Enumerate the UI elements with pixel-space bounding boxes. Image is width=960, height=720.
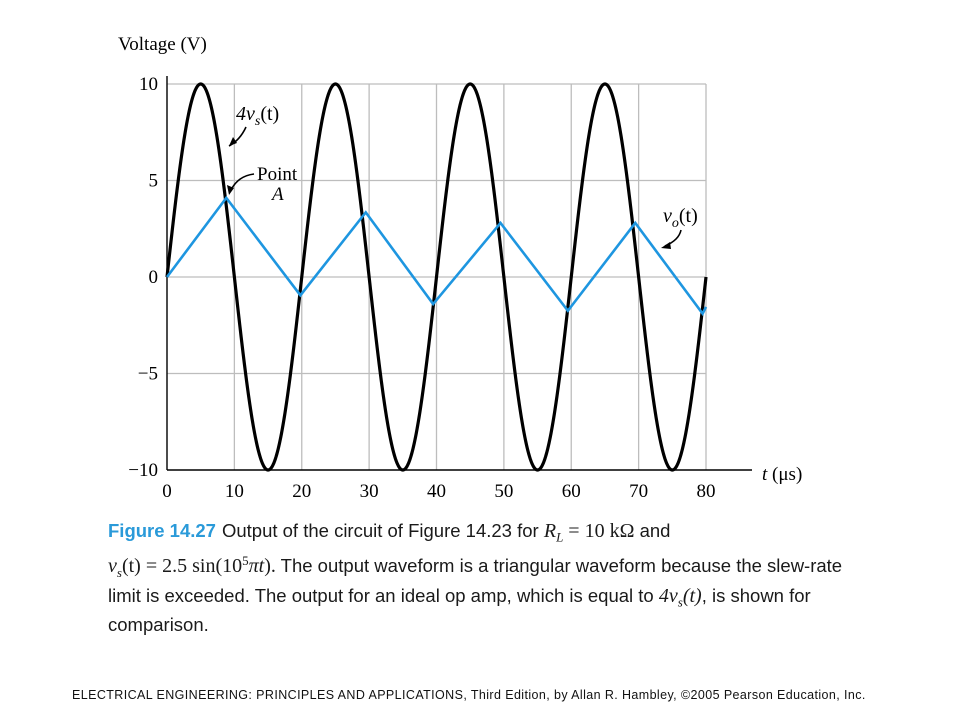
y-tick-label: −10 bbox=[128, 460, 158, 481]
label-input-series: 4vs(t) bbox=[236, 103, 279, 129]
arrowhead-input-label bbox=[229, 137, 237, 146]
caption-cmp-main: 4v bbox=[658, 584, 678, 607]
caption-vs-main: v bbox=[108, 554, 117, 577]
x-tick-label: 20 bbox=[292, 481, 311, 502]
series-line-input bbox=[165, 82, 708, 472]
arrow-output-label bbox=[664, 229, 682, 247]
caption-cmp-tail: (t) bbox=[682, 584, 702, 607]
caption-rl-value: = 10 kΩ bbox=[563, 520, 635, 542]
figure-label: Figure 14.27 bbox=[108, 520, 216, 541]
y-tick-label: 5 bbox=[149, 171, 159, 192]
caption-part3: , is shown for comparison. bbox=[108, 584, 811, 636]
caption-cmp-sub: s bbox=[677, 594, 683, 610]
series-group bbox=[165, 82, 708, 472]
x-tick-label: 50 bbox=[494, 481, 513, 502]
label-output-series: vo(t) bbox=[663, 205, 698, 231]
figure-caption: Figure 14.27 Output of the circuit of Fig… bbox=[108, 519, 848, 636]
caption-vs-exp: 5 bbox=[242, 552, 249, 568]
footer-credit: ELECTRICAL ENGINEERING: PRINCIPLES AND A… bbox=[72, 688, 866, 702]
x-tick-label: 70 bbox=[629, 481, 648, 502]
caption-part1: Output of the circuit of Figure 14.23 fo… bbox=[221, 520, 544, 541]
x-tick-label: 60 bbox=[562, 481, 581, 502]
x-axis-label: t (μs) bbox=[762, 464, 802, 485]
arrowhead-output-label bbox=[661, 242, 671, 249]
y-tick-label: 0 bbox=[149, 267, 159, 288]
annotation-point-a: Point bbox=[257, 164, 298, 185]
caption-vs-expr: (t) = 2.5 sin(10 bbox=[121, 554, 243, 577]
series-line-output bbox=[165, 195, 708, 317]
caption-vs-close: ). bbox=[264, 554, 276, 577]
arrowhead-point-a bbox=[227, 185, 234, 195]
caption-part2: The output waveform is a triangular wave… bbox=[108, 554, 843, 606]
x-tick-label: 80 bbox=[697, 481, 716, 502]
y-axis-label: Voltage (V) bbox=[118, 34, 207, 55]
x-tick-label: 10 bbox=[225, 481, 244, 502]
caption-rl-sub: L bbox=[556, 529, 564, 545]
caption-rl-main: R bbox=[543, 520, 557, 542]
y-tick-label: 10 bbox=[139, 74, 158, 95]
x-tick-label: 30 bbox=[360, 481, 379, 502]
x-tick-label: 40 bbox=[427, 481, 446, 502]
caption-and: and bbox=[634, 520, 671, 541]
annotation-point-a-letter: A bbox=[270, 184, 284, 205]
caption-vs-pi: πt bbox=[248, 554, 265, 577]
x-tick-label: 0 bbox=[162, 481, 172, 502]
y-tick-label: −5 bbox=[138, 364, 158, 385]
caption-vs-sub: s bbox=[116, 564, 122, 580]
